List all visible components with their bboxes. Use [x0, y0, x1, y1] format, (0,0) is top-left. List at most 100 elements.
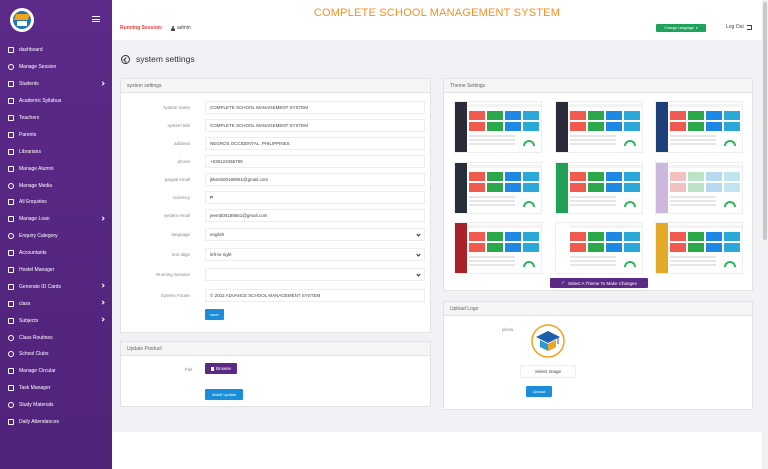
file-icon [210, 366, 214, 371]
users-icon [8, 131, 14, 138]
theme-card-preview [706, 111, 722, 120]
sidebar-item-study-materials[interactable]: Study Materials [0, 397, 112, 414]
sidebar-item-manage-loan[interactable]: Manage Loan [0, 211, 112, 228]
back-arrow-icon[interactable] [121, 54, 130, 64]
text-field[interactable]: COMPLETE SCHOOL MANAGEMENT SYSTEM [205, 119, 425, 132]
change-language-button[interactable]: Change Language ▾ [656, 24, 706, 32]
settings-row: paypal email jkkenb00189561@gmail.com [121, 173, 432, 187]
select-field[interactable] [205, 268, 425, 281]
theme-line-preview [570, 264, 616, 266]
school-logo-icon[interactable] [10, 8, 34, 32]
select-image-button[interactable]: Select image [520, 365, 576, 378]
text-field[interactable]: ₱ [205, 191, 425, 204]
sidebar-item-parents[interactable]: Parents [0, 126, 112, 143]
sidebar-item-class[interactable]: class [0, 295, 112, 312]
sidebar-item-librarians[interactable]: Librarians [0, 143, 112, 160]
select-field[interactable]: english [205, 228, 425, 241]
theme-thumbnail[interactable] [655, 162, 743, 214]
text-field[interactable]: jkkenb00189561@gmail.com [205, 173, 425, 186]
select-theme-button[interactable]: ✓ Select A Theme To Make Changes [550, 278, 648, 288]
save-button[interactable]: save [205, 309, 224, 320]
sidebar-item-teachers[interactable]: Teachers [0, 110, 112, 127]
sidebar-item-label: Accountants [19, 250, 47, 257]
sidebar-item-generate-id-cards[interactable]: Generate ID Cards [0, 278, 112, 295]
theme-thumbnail[interactable] [655, 222, 743, 274]
theme-thumbnail[interactable] [555, 162, 643, 214]
theme-line-preview [570, 139, 616, 141]
theme-gauge-preview [523, 261, 535, 267]
menu-toggle-icon[interactable] [92, 16, 100, 22]
theme-gauge-preview [523, 140, 535, 146]
theme-card-preview [588, 243, 604, 252]
theme-card-preview [588, 122, 604, 131]
users-icon [8, 216, 14, 223]
chevron-right-icon [100, 216, 105, 221]
theme-thumbnail[interactable] [555, 101, 643, 153]
theme-card-preview [487, 111, 503, 120]
theme-card-preview [688, 172, 704, 181]
page-title-text: system settings [136, 54, 195, 64]
sidebar-item-accountants[interactable]: Accountants [0, 245, 112, 262]
install-update-button[interactable]: Install Update [205, 389, 243, 400]
sidebar-item-school-clubs[interactable]: School Clubs [0, 346, 112, 363]
sidebar-item-label: Daily Attendances [19, 419, 60, 426]
theme-header-preview [468, 165, 541, 168]
theme-line-preview [469, 256, 515, 258]
theme-card-preview [688, 111, 704, 120]
theme-card-preview [624, 243, 640, 252]
user-menu[interactable]: admin [170, 25, 191, 31]
running-session-label: Running Session: [120, 25, 163, 31]
theme-card-preview [670, 172, 686, 181]
theme-thumbnail[interactable] [454, 162, 542, 214]
logout-link[interactable]: Log Out [726, 24, 752, 30]
theme-line-preview [469, 264, 515, 266]
check-icon: ✓ [561, 280, 565, 285]
settings-row: system email jeemb00189561@gmail.com [121, 209, 432, 223]
theme-card-preview [724, 172, 740, 181]
sidebar-item-manage-alumni[interactable]: Manage Alumni [0, 160, 112, 177]
settings-row: text align left-to-right [121, 248, 432, 262]
theme-sidebar-preview [455, 163, 467, 213]
sidebar-item-task-manager[interactable]: Task Manager [0, 380, 112, 397]
sidebar-item-hostel-manager[interactable]: Hostel Manager [0, 262, 112, 279]
users-icon [8, 267, 14, 274]
sidebar-item-class-routines[interactable]: Class Routines [0, 329, 112, 346]
text-field[interactable]: COMPLETE SCHOOL MANAGEMENT SYSTEM [205, 101, 425, 114]
sidebar-item-students[interactable]: Students [0, 76, 112, 93]
settings-row: address NEGROS OCCIDENTAL, PHILIPPINES [121, 137, 432, 151]
theme-line-preview [570, 135, 616, 137]
scrollbar-thumb[interactable] [763, 2, 767, 240]
text-field[interactable]: © 2022 ADVANCE SCHOOL MANAGEMENT SYSTEM [205, 289, 425, 302]
sidebar-item-manage-session[interactable]: Manage Session [0, 59, 112, 76]
theme-thumbnail[interactable] [555, 222, 643, 274]
sidebar-item-label: Class Routines [19, 334, 53, 341]
sidebar-item-label: Parents [19, 131, 37, 138]
browse-button[interactable]: Browse [205, 363, 237, 374]
sidebar-item-manage-circular[interactable]: Manage Circular [0, 363, 112, 380]
photo-label: photo [502, 327, 514, 332]
theme-thumbnail[interactable] [454, 101, 542, 153]
settings-row: system title COMPLETE SCHOOL MANAGEMENT S… [121, 119, 432, 133]
theme-thumbnail[interactable] [454, 222, 542, 274]
theme-card-preview [469, 243, 485, 252]
sidebar-item-manage-media[interactable]: Manage Media [0, 177, 112, 194]
text-field[interactable]: jeemb00189561@gmail.com [205, 209, 425, 222]
theme-thumbnail[interactable] [655, 101, 743, 153]
theme-card-preview [688, 183, 704, 192]
text-field[interactable]: NEGROS OCCIDENTAL, PHILIPPINES [205, 137, 425, 150]
text-field[interactable]: +639123456789 [205, 155, 425, 168]
book-icon [8, 317, 14, 324]
sidebar-item-all-enquiries[interactable]: All Enquiries [0, 194, 112, 211]
sidebar-item-daily-attendances[interactable]: Daily Attendances [0, 414, 112, 431]
system-settings-panel: system settings system name COMPLETE SCHO… [120, 78, 431, 333]
sidebar-item-dashboard[interactable]: dashboard [0, 42, 112, 59]
users-icon [8, 385, 14, 392]
sidebar-item-enquiry-category[interactable]: Enquiry Category [0, 228, 112, 245]
select-field[interactable]: left-to-right [205, 248, 425, 261]
sidebar-item-academic-syllabus[interactable]: Academic Syllabus [0, 93, 112, 110]
users-icon [8, 115, 14, 121]
page-scrollbar[interactable] [762, 0, 768, 469]
sidebar-item-subjects[interactable]: Subjects [0, 312, 112, 329]
sidebar-item-label: Manage Session [19, 64, 57, 71]
upload-button[interactable]: Upload [526, 386, 552, 397]
